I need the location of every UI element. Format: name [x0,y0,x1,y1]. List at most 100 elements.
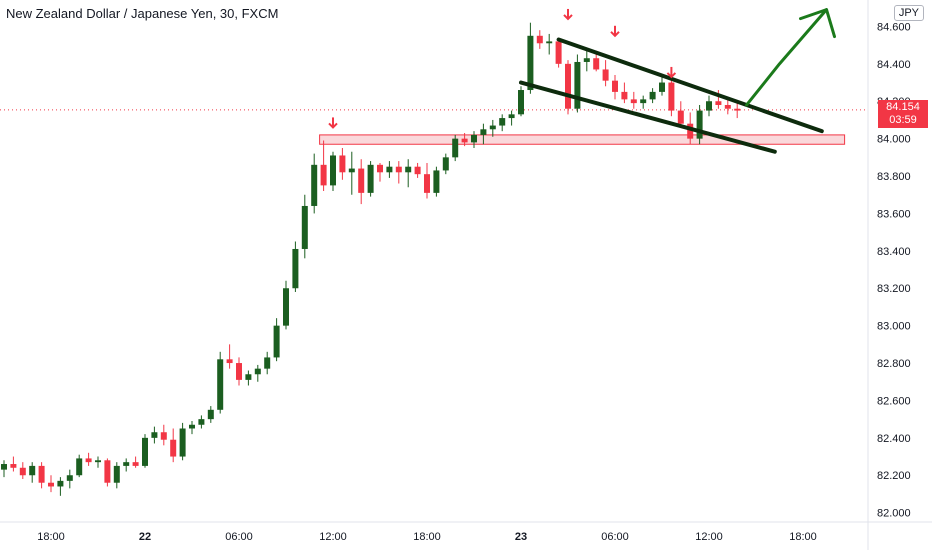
candle [339,147,346,180]
breakout-arrow-head [799,8,836,39]
down-arrow-head [563,14,573,21]
candle-body [19,467,26,476]
candle [461,133,468,147]
candle [377,162,383,182]
candle [640,95,647,109]
y-tick-label: 84.400 [877,59,911,71]
candle [348,151,355,195]
candle-body [405,166,412,173]
candle-body [48,482,54,487]
candle-body [433,170,440,193]
candle-body [734,108,741,111]
candle [386,161,393,178]
candle-body [104,460,111,483]
candle-body [292,248,299,289]
support-zone [319,134,846,145]
candle [480,123,487,145]
candle [29,462,36,483]
candle [508,110,515,126]
candle [254,364,261,382]
x-axis[interactable]: 18:00 22 06:00 12:00 18:00 23 06:00 12:00 18:00 [37,531,817,543]
candle [583,50,590,72]
candle [292,241,299,292]
candle [395,161,402,184]
last-price-tag: 84.154 03:59 [878,99,928,128]
candle-body [273,325,280,358]
chart-title: New Zealand Dollar / Japanese Yen, 30, F… [6,6,279,21]
candle-body [612,80,618,92]
candle [320,140,327,192]
candle [151,426,158,444]
candle-body [659,82,665,92]
candle [414,162,421,178]
candle-body [348,168,355,173]
candle [198,415,205,429]
candle-body [696,110,703,139]
candle [57,477,64,496]
candle [113,462,120,489]
candle-body [198,419,205,425]
candle-body [301,205,308,249]
candle [170,428,177,463]
candle-body [640,99,647,104]
candle [19,462,26,479]
candle-body [189,424,195,429]
candle-body [254,368,261,375]
candle [207,406,214,423]
y-tick-label: 82.600 [877,395,911,407]
y-tick-label: 82.200 [877,470,911,482]
candle [630,91,637,109]
x-tick-label: 18:00 [413,531,441,543]
candle [489,119,496,137]
candle [452,134,459,162]
y-tick-label: 83.000 [877,321,911,333]
candle [245,370,252,386]
x-tick-label: 12:00 [695,531,723,543]
candles [1,22,741,496]
candle-body [724,104,731,109]
candle [217,351,224,414]
candle-body [29,465,36,476]
candle [621,82,628,104]
currency-button[interactable]: JPY [893,5,924,21]
candle-body [518,90,524,115]
candle-body [461,138,468,143]
candle-body [123,462,130,466]
candle [518,86,524,117]
candle-body [170,439,177,457]
x-tick-label: 23 [515,531,527,543]
x-tick-label: 22 [139,531,151,543]
candle-body [649,91,656,100]
y-tick-label: 82.800 [877,358,911,370]
candle [706,95,712,117]
candle-body [160,432,167,440]
y-tick-label: 82.000 [877,508,911,520]
candle [38,462,45,489]
candle [527,22,534,94]
candle-body [236,363,242,380]
down-arrow-marker [666,66,677,79]
down-arrow-marker [328,117,338,129]
y-tick-label: 84.600 [877,21,911,33]
candle [649,88,656,104]
candle-body [311,164,318,206]
y-tick-label: 83.600 [877,208,911,220]
candle [123,458,130,472]
candle [612,75,618,100]
candle [264,351,271,375]
down-arrow-marker [610,25,620,38]
candle-body [76,458,83,476]
candle [424,162,430,199]
candle-body [565,63,571,109]
y-axis[interactable]: 84.60084.40084.20084.00083.80083.60083.4… [877,21,911,519]
candle [677,101,684,128]
last-price-value: 84.154 [886,100,920,113]
y-tick-label: 83.800 [877,171,911,183]
candle-body [593,58,600,70]
candle-body [480,129,487,135]
candle [66,469,73,489]
candle [104,458,111,487]
candle-body [330,155,336,186]
candle-body [66,475,73,481]
